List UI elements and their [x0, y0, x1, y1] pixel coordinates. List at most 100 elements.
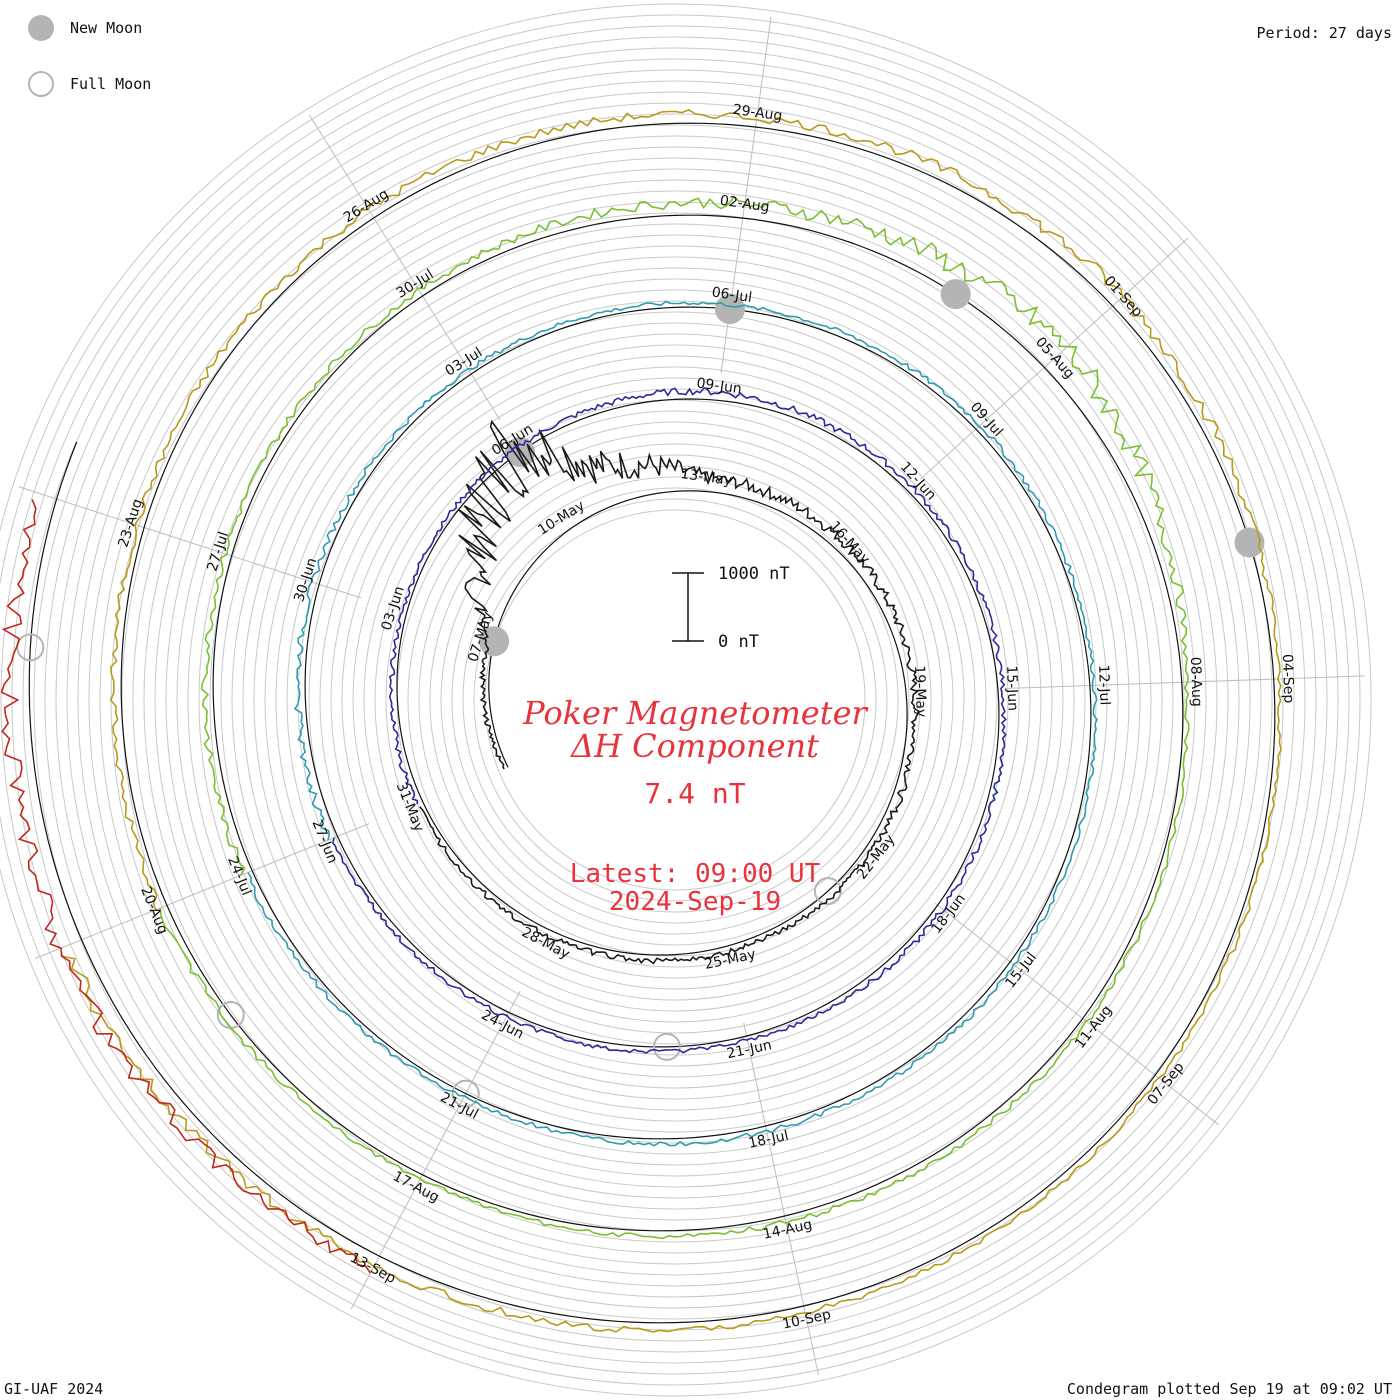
latest-block: Latest: 09:00 UT 2024-Sep-19 [445, 860, 945, 916]
period-label: Period: 27 days [1256, 24, 1392, 42]
date-label: 07-Sep [1145, 1059, 1188, 1108]
date-label: 13-May [679, 466, 733, 489]
full-moon-marker [813, 877, 842, 906]
date-label: 10-May [535, 498, 587, 539]
date-label: 14-Aug [762, 1217, 814, 1243]
grid-circle [11, 36, 1339, 1364]
legend-new-moon-label: New Moon [70, 19, 143, 37]
grid-circle [440, 465, 910, 935]
grid-circle [88, 113, 1262, 1287]
date-label: 26-Aug [341, 186, 392, 226]
series-line-0 [419, 419, 920, 965]
grid-circle [55, 80, 1295, 1320]
full-moon-marker [16, 633, 45, 662]
date-label: 10-Sep [781, 1307, 833, 1333]
date-label: 12-Jul [1095, 665, 1112, 706]
grid-circle [66, 91, 1284, 1309]
legend-full-moon-label: Full Moon [70, 75, 152, 93]
date-label: 15-Jul [1002, 950, 1040, 992]
grid-circle [352, 377, 998, 1023]
grid-circle [231, 256, 1119, 1144]
date-label: 28-May [519, 924, 572, 962]
day-spoke [1004, 675, 1365, 689]
grid-circle [0, 3, 1372, 1397]
new-moon-marker [714, 294, 745, 325]
grid-circle [473, 498, 877, 902]
day-spoke [934, 902, 1220, 1126]
grid-circle [429, 454, 921, 946]
new-moon-marker [1234, 527, 1265, 558]
grid-circle [484, 509, 866, 891]
grid-circle [198, 223, 1152, 1177]
date-label: 04-Sep [1279, 654, 1297, 704]
grid-circle [154, 179, 1196, 1221]
grid-circle [99, 124, 1251, 1276]
grid-circle [451, 476, 899, 924]
day-spoke [919, 237, 1189, 480]
grid-circle [132, 157, 1218, 1243]
date-label: 08-Aug [1187, 657, 1205, 707]
date-label: 05-Aug [1032, 334, 1077, 382]
legend-new-moon: New Moon [28, 15, 142, 41]
grid-circle [462, 487, 888, 913]
date-label: 19-May [911, 665, 929, 717]
date-label: 12-Jun [897, 459, 939, 504]
chart-title: Poker Magnetometer ΔH Component 7.4 nT [445, 694, 945, 811]
grid-circle [220, 245, 1130, 1155]
baseline-spirals [28, 122, 1276, 1324]
series-line-5 [0, 499, 371, 1274]
grid-circle [33, 58, 1317, 1342]
grid-circle [0, 25, 1350, 1375]
grid-circle [308, 333, 1042, 1067]
grid-circle [187, 212, 1163, 1188]
date-label: 23-Aug [115, 497, 146, 549]
date-label: 01-Sep [1101, 273, 1146, 320]
grid-circle [385, 410, 965, 990]
current-value: 7.4 nT [644, 777, 746, 810]
grid-circle [242, 267, 1108, 1133]
date-label: 24-Jun [478, 1007, 526, 1043]
latest-time: Latest: 09:00 UT [569, 859, 821, 889]
grid-circle [286, 311, 1064, 1089]
date-label: 20-Aug [137, 884, 171, 936]
day-spoke [35, 823, 370, 959]
grid-circle [77, 102, 1273, 1298]
new-moon-marker [940, 279, 971, 310]
legend-full-moon: Full Moon [28, 71, 151, 97]
baseline-spiral [28, 122, 1276, 1324]
full-moon-marker [451, 1079, 480, 1108]
grid-circle [341, 366, 1009, 1034]
title-line-2: ΔH Component [570, 727, 820, 765]
new-moon-icon [28, 15, 54, 41]
grid-circle [165, 190, 1185, 1210]
grid-circle [418, 443, 932, 957]
series-line-4 [61, 109, 1282, 1333]
scale-bar [672, 572, 704, 642]
scale-top-label: 1000 nT [718, 564, 790, 584]
grid-circle [319, 344, 1031, 1056]
date-label: 02-Aug [719, 193, 771, 216]
series-line-1 [331, 386, 1007, 1054]
latest-date: 2024-Sep-19 [608, 887, 782, 917]
date-label: 09-Jun [695, 375, 742, 397]
day-spoke [18, 486, 362, 599]
grid-circle [407, 432, 943, 968]
scale-bottom-label: 0 nT [718, 632, 759, 652]
date-label: 06-Jul [711, 285, 753, 306]
grid-circle [275, 300, 1075, 1100]
grid-circle [264, 289, 1086, 1111]
date-label: 17-Aug [390, 1168, 442, 1206]
series-line-3 [159, 196, 1190, 1240]
date-label: 29-Aug [732, 102, 784, 125]
full-moon-icon [28, 71, 54, 97]
date-label: 15-Jun [1003, 665, 1021, 711]
grid-circle [209, 234, 1141, 1166]
title-line-1: Poker Magnetometer [523, 694, 867, 732]
date-label: 31-May [393, 780, 427, 834]
data-series [0, 109, 1282, 1333]
footer-plotted: Condegram plotted Sep 19 at 09:02 UT [1066, 1380, 1392, 1398]
grid-circle [22, 47, 1328, 1353]
series-line-2 [247, 300, 1098, 1147]
day-spoke [743, 1022, 819, 1376]
